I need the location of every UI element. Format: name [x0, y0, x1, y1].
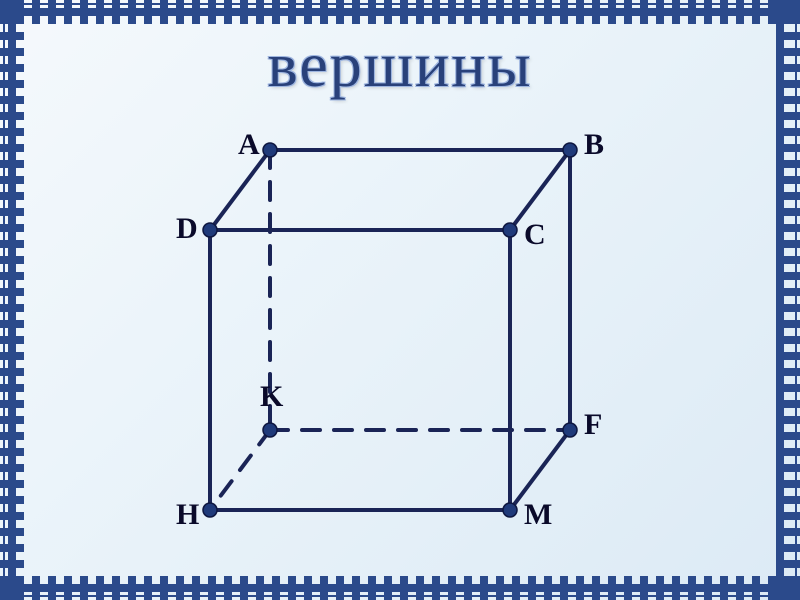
vertex-label-H: H: [176, 498, 199, 532]
hidden-edge-K-H: [210, 430, 270, 510]
vertex-label-K: K: [260, 380, 283, 414]
vertex-A: [263, 143, 277, 157]
vertex-label-D: D: [176, 212, 198, 246]
vertex-label-C: C: [524, 218, 546, 252]
vertex-D: [203, 223, 217, 237]
vertex-M: [503, 503, 517, 517]
vertex-label-M: M: [524, 498, 552, 532]
page-title: вершины: [267, 28, 532, 102]
vertex-label-A: A: [238, 128, 260, 162]
vertex-B: [563, 143, 577, 157]
vertex-K: [263, 423, 277, 437]
vertex-label-B: B: [584, 128, 604, 162]
vertex-H: [203, 503, 217, 517]
vertex-label-F: F: [584, 408, 602, 442]
vertex-C: [503, 223, 517, 237]
cube-svg: [140, 120, 660, 560]
cube-diagram: A B D C K F H M: [140, 120, 660, 560]
edge-D-A: [210, 150, 270, 230]
vertex-F: [563, 423, 577, 437]
